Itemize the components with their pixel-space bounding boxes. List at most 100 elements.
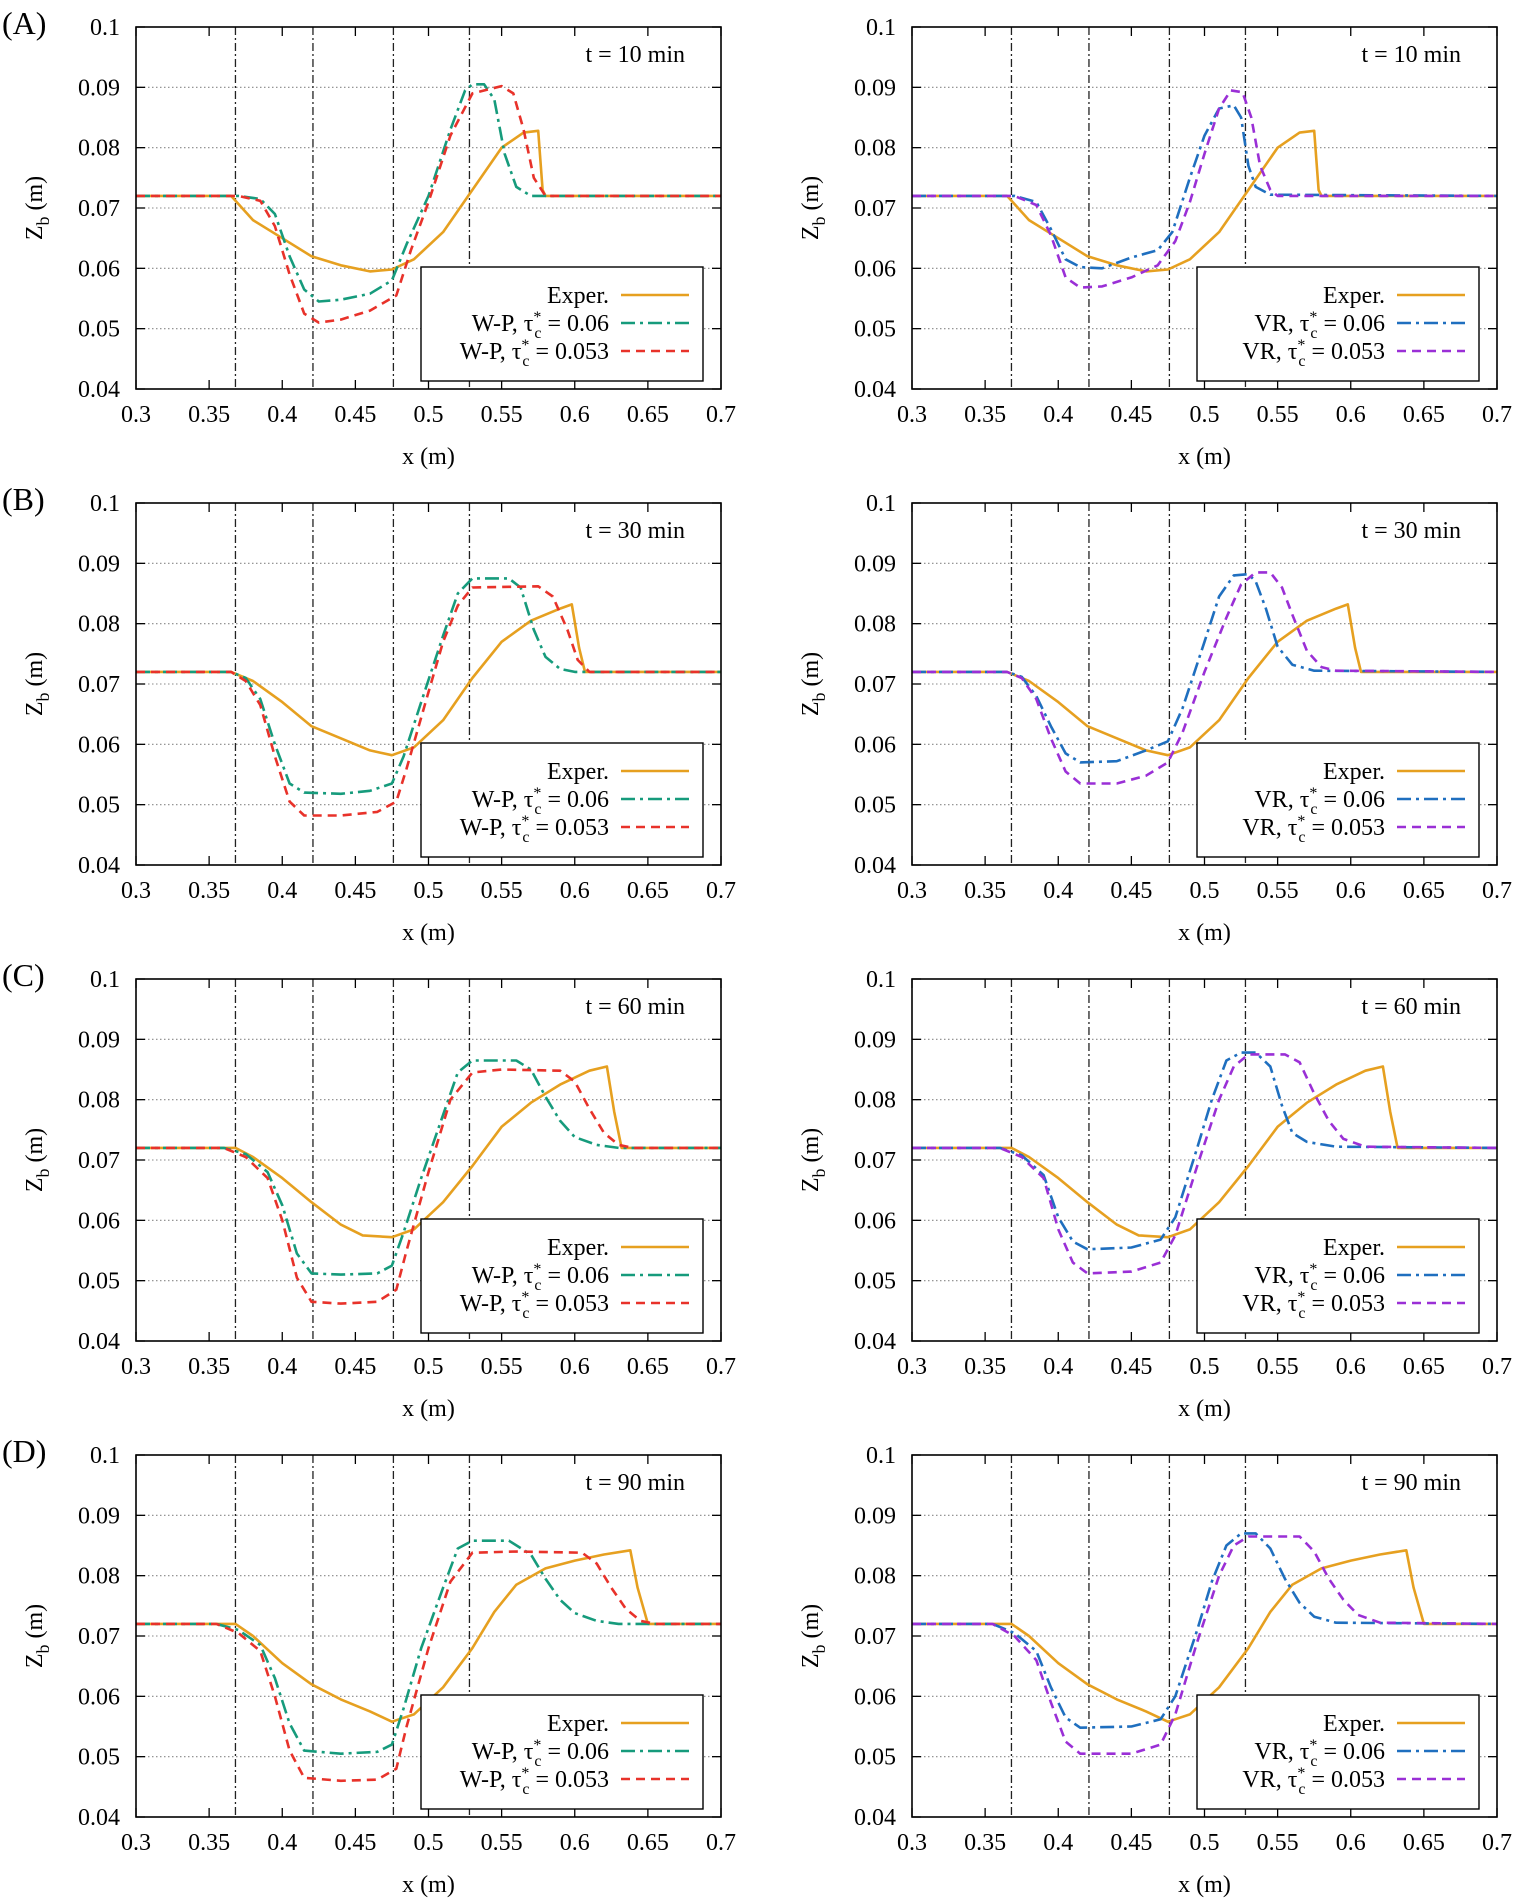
x-tick-label: 0.7 xyxy=(706,402,736,428)
legend-value: = 0.053 xyxy=(529,1767,609,1793)
y-tick-label: 0.06 xyxy=(78,256,120,282)
series-line xyxy=(136,1059,721,1276)
legend-label: W-P, τ* c = 0.06 xyxy=(472,309,609,342)
legend-label: W-P, τ* c = 0.06 xyxy=(472,1261,609,1294)
legend-name: VR, τ xyxy=(1254,787,1309,813)
y-axis-label-sub: b xyxy=(33,216,53,225)
legend: Exper.W-P, τ* c = 0.06W-P, τ* c = 0.053 xyxy=(420,266,704,382)
series-line xyxy=(136,1550,721,1783)
y-tick-label: 0.1 xyxy=(866,491,896,517)
x-tick-label: 0.45 xyxy=(334,878,376,904)
x-tick-label: 0.5 xyxy=(1190,1354,1220,1380)
legend-name: VR, τ xyxy=(1242,815,1297,841)
legend-label: VR, τ* c = 0.053 xyxy=(1242,1765,1385,1798)
y-tick-label: 0.08 xyxy=(78,612,120,638)
series-line xyxy=(136,84,721,324)
legend-label: Exper. xyxy=(547,759,609,785)
x-tick-label: 0.35 xyxy=(964,402,1006,428)
series-line xyxy=(912,89,1497,289)
x-tick-label: 0.45 xyxy=(334,1830,376,1856)
x-tick-label: 0.4 xyxy=(1043,878,1073,904)
y-tick-label: 0.06 xyxy=(78,1208,120,1234)
y-axis-label-unit: (m) xyxy=(22,176,48,217)
x-tick-label: 0.55 xyxy=(1257,402,1299,428)
series-line xyxy=(136,129,721,273)
legend-value: = 0.053 xyxy=(529,339,609,365)
x-tick-label: 0.55 xyxy=(481,402,523,428)
legend-value: = 0.053 xyxy=(1305,1767,1385,1793)
y-tick-label: 0.04 xyxy=(78,1805,120,1831)
x-tick-label: 0.4 xyxy=(1043,1830,1073,1856)
x-tick-label: 0.6 xyxy=(1336,1354,1366,1380)
legend-superscript: * xyxy=(533,309,541,326)
y-tick-label: 0.04 xyxy=(854,1329,896,1355)
legend-subscript: c xyxy=(1310,1277,1317,1294)
x-tick-label: 0.35 xyxy=(188,1354,230,1380)
time-annotation: t = 30 min xyxy=(585,518,685,544)
x-tick-label: 0.7 xyxy=(1482,1354,1512,1380)
legend-label: Exper. xyxy=(1323,759,1385,785)
legend-subscript: c xyxy=(522,1305,529,1322)
y-axis-label-main: Z xyxy=(22,1653,48,1668)
legend-label: W-P, τ* c = 0.053 xyxy=(460,337,609,370)
x-tick-label: 0.7 xyxy=(706,878,736,904)
y-tick-label: 0.08 xyxy=(78,1564,120,1590)
time-annotation: t = 10 min xyxy=(1361,42,1461,68)
y-axis-label: Zb (m) xyxy=(798,176,829,240)
x-tick-label: 0.55 xyxy=(481,1830,523,1856)
legend-superscript: * xyxy=(1309,1261,1317,1278)
y-axis-label-unit: (m) xyxy=(22,1128,48,1169)
legend-superscript: * xyxy=(1309,309,1317,326)
x-tick-label: 0.65 xyxy=(627,402,669,428)
y-tick-label: 0.08 xyxy=(854,136,896,162)
legend-label: VR, τ* c = 0.06 xyxy=(1254,309,1385,342)
y-tick-label: 0.04 xyxy=(854,377,896,403)
chart-panel-c-left: 0.3 0.35 0.4 0.45 0.5 0.55 0.6 0.65 0.7 0.04 0.05 0… xyxy=(22,967,736,1422)
x-tick-label: 0.3 xyxy=(121,402,151,428)
y-axis-label-unit: (m) xyxy=(798,652,824,693)
y-tick-label: 0.05 xyxy=(78,1269,120,1295)
legend-label: Exper. xyxy=(547,1235,609,1261)
legend-value: = 0.06 xyxy=(541,1739,609,1765)
legend-value: = 0.06 xyxy=(1317,787,1385,813)
x-tick-label: 0.7 xyxy=(1482,402,1512,428)
x-tick-label: 0.55 xyxy=(1257,1354,1299,1380)
legend-subscript: c xyxy=(1310,1753,1317,1770)
x-tick-label: 0.35 xyxy=(188,1830,230,1856)
series-line xyxy=(912,603,1497,757)
series-line xyxy=(912,571,1498,785)
legend-name: VR, τ xyxy=(1242,339,1297,365)
y-tick-label: 0.06 xyxy=(854,256,896,282)
x-tick-label: 0.35 xyxy=(188,402,230,428)
x-tick-label: 0.55 xyxy=(1257,878,1299,904)
x-tick-label: 0.45 xyxy=(1110,1354,1152,1380)
chart-panel-d-right: 0.3 0.35 0.4 0.45 0.5 0.55 0.6 0.65 0.7 0.04 0.05 0… xyxy=(798,1443,1512,1898)
legend-name: Exper. xyxy=(547,283,609,309)
x-tick-label: 0.45 xyxy=(1110,1830,1152,1856)
series-line xyxy=(136,1065,721,1239)
y-tick-label: 0.08 xyxy=(854,1564,896,1590)
x-tick-label: 0.3 xyxy=(121,878,151,904)
legend-subscript: c xyxy=(1310,325,1317,342)
x-tick-label: 0.3 xyxy=(121,1830,151,1856)
y-axis-label-sub: b xyxy=(809,1644,829,1653)
legend-subscript: c xyxy=(1298,353,1305,370)
legend-label: Exper. xyxy=(1323,1235,1385,1261)
x-axis-label: x (m) xyxy=(1178,920,1231,946)
y-axis-label-main: Z xyxy=(798,1177,824,1192)
legend-subscript: c xyxy=(522,353,529,370)
y-tick-label: 0.1 xyxy=(866,1443,896,1469)
legend-subscript: c xyxy=(1298,829,1305,846)
y-axis-label: Zb (m) xyxy=(798,1128,829,1192)
y-tick-label: 0.09 xyxy=(854,1503,896,1529)
y-axis-label-unit: (m) xyxy=(22,1604,48,1645)
legend-superscript: * xyxy=(521,813,529,830)
x-tick-label: 0.45 xyxy=(1110,878,1152,904)
legend-label: Exper. xyxy=(1323,1711,1385,1737)
x-tick-label: 0.45 xyxy=(334,402,376,428)
y-tick-label: 0.09 xyxy=(854,551,896,577)
legend-label: VR, τ* c = 0.053 xyxy=(1242,813,1385,846)
legend-label: W-P, τ* c = 0.06 xyxy=(472,1737,609,1770)
